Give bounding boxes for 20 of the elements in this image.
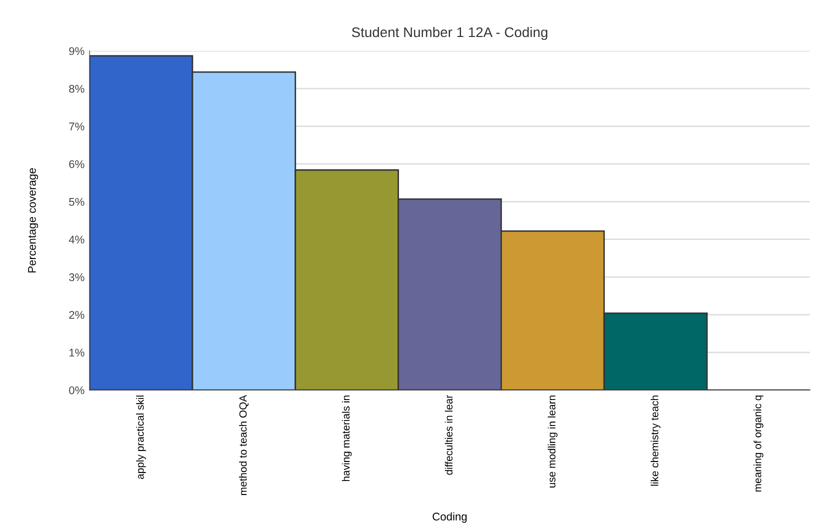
x-tick-label: diffeculties in lear	[444, 395, 453, 475]
y-tick-label: 8%	[69, 84, 84, 93]
y-tick-label: 9%	[69, 47, 84, 56]
y-tick-label: 6%	[69, 160, 84, 168]
x-tick-label: apply practical skil	[136, 396, 146, 480]
y-tick-label: 4%	[68, 236, 84, 244]
x-tick-label: use modling in learn	[548, 396, 558, 488]
x-tick-label: method to teach OQA	[239, 394, 249, 495]
y-tick-label: 1%	[69, 348, 84, 356]
x-axis-title: Coding	[432, 512, 467, 523]
y-tick-label: 0%	[69, 386, 84, 394]
x-tick-label: having materials in	[342, 396, 352, 482]
y-tick-label: 3%	[69, 273, 84, 282]
x-tick-label: like chemistry teach	[650, 396, 660, 486]
y-tick-label: 2%	[69, 310, 84, 319]
y-tick-label: 7%	[69, 122, 84, 130]
y-tick-label: 5%	[69, 198, 84, 206]
y-axis-title: Percentage coverage	[28, 168, 38, 272]
chart-title: Student Number 1 12A - Coding	[352, 26, 548, 40]
x-tick-label: meaning of organic q	[754, 396, 764, 492]
